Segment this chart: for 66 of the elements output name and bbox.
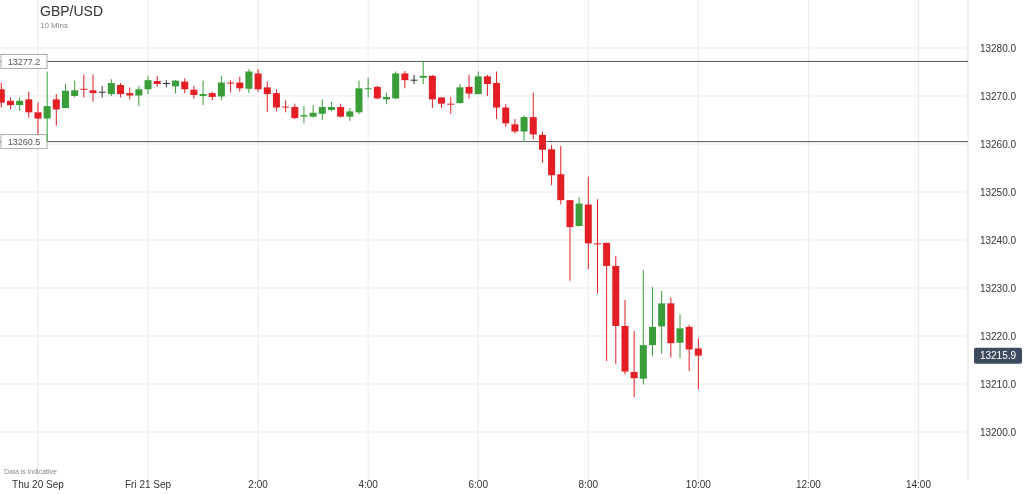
- candlestick: [52, 93, 60, 127]
- x-tick-label: 6:00: [468, 479, 489, 490]
- candlestick: [658, 290, 666, 355]
- y-tick-label: 13200.0: [979, 426, 1017, 438]
- candlestick: [80, 73, 88, 98]
- candlestick: [318, 98, 326, 121]
- y-tick-label: 13280.0: [979, 42, 1017, 54]
- candlestick: [447, 96, 455, 115]
- x-tick-label: Thu 20 Sep: [12, 479, 65, 490]
- candlestick: [676, 313, 684, 359]
- chart-title: GBP/USD: [40, 3, 104, 19]
- candlestick: [282, 99, 290, 113]
- candlestick: [227, 79, 235, 94]
- x-tick-label: 8:00: [578, 479, 599, 490]
- candlestick: [520, 114, 528, 143]
- candlestick: [43, 71, 51, 143]
- y-tick-label: 13260.0: [979, 138, 1017, 150]
- candlestick: [630, 330, 638, 398]
- candlestick: [419, 60, 427, 85]
- candlestick: [483, 74, 491, 97]
- candlestick: [575, 196, 583, 227]
- candlestick: [34, 102, 42, 135]
- candlestick: [190, 85, 198, 99]
- x-tick-label: 2:00: [248, 479, 269, 490]
- candlestick: [465, 74, 473, 99]
- candlestick: [135, 85, 143, 107]
- y-tick-label: 13240.0: [979, 234, 1017, 246]
- candlestick: [199, 80, 207, 106]
- text: 13215.9: [979, 350, 1017, 362]
- x-tick-label: 12:00: [795, 479, 822, 490]
- candlestick: [61, 83, 69, 109]
- candlestick: [272, 88, 280, 112]
- candlestick: [603, 242, 611, 362]
- candlestick: [309, 104, 317, 119]
- ref-line-label: 13260.5: [7, 136, 41, 147]
- candlestick: [694, 337, 702, 390]
- candlestick: [502, 103, 510, 128]
- candlestick: [529, 92, 537, 140]
- y-tick-label: 13250.0: [979, 186, 1017, 198]
- y-tick-label: 13230.0: [979, 282, 1017, 294]
- candlestick: [538, 131, 546, 164]
- candlestick: [25, 91, 33, 119]
- candlestick: [89, 73, 97, 103]
- x-tick-label: 14:00: [905, 479, 932, 490]
- candlestick: [144, 75, 152, 95]
- x-tick-label: Fri 21 Sep: [124, 479, 172, 490]
- y-tick-label: 13210.0: [979, 378, 1017, 390]
- candlestick: [685, 324, 693, 372]
- ref-line-label: 13277.2: [7, 56, 41, 67]
- y-tick-label: 13220.0: [979, 330, 1017, 342]
- candlestick: [300, 105, 308, 124]
- x-tick-label: 4:00: [358, 479, 379, 490]
- candlestick: [263, 81, 271, 113]
- candlestick: [410, 74, 418, 85]
- candlestick: [245, 68, 253, 94]
- candlestick: [217, 75, 225, 101]
- y-tick-label: 13270.0: [979, 90, 1017, 102]
- x-tick-label: 10:00: [685, 479, 712, 490]
- candlestick: [254, 68, 262, 93]
- candlestick: [593, 198, 601, 294]
- candlestick: [401, 70, 409, 89]
- candlestick: [649, 286, 657, 357]
- candlestick: [364, 77, 372, 98]
- candlestick: [355, 80, 363, 115]
- candlestick: [428, 74, 436, 109]
- text: 10 Mins: [40, 21, 69, 30]
